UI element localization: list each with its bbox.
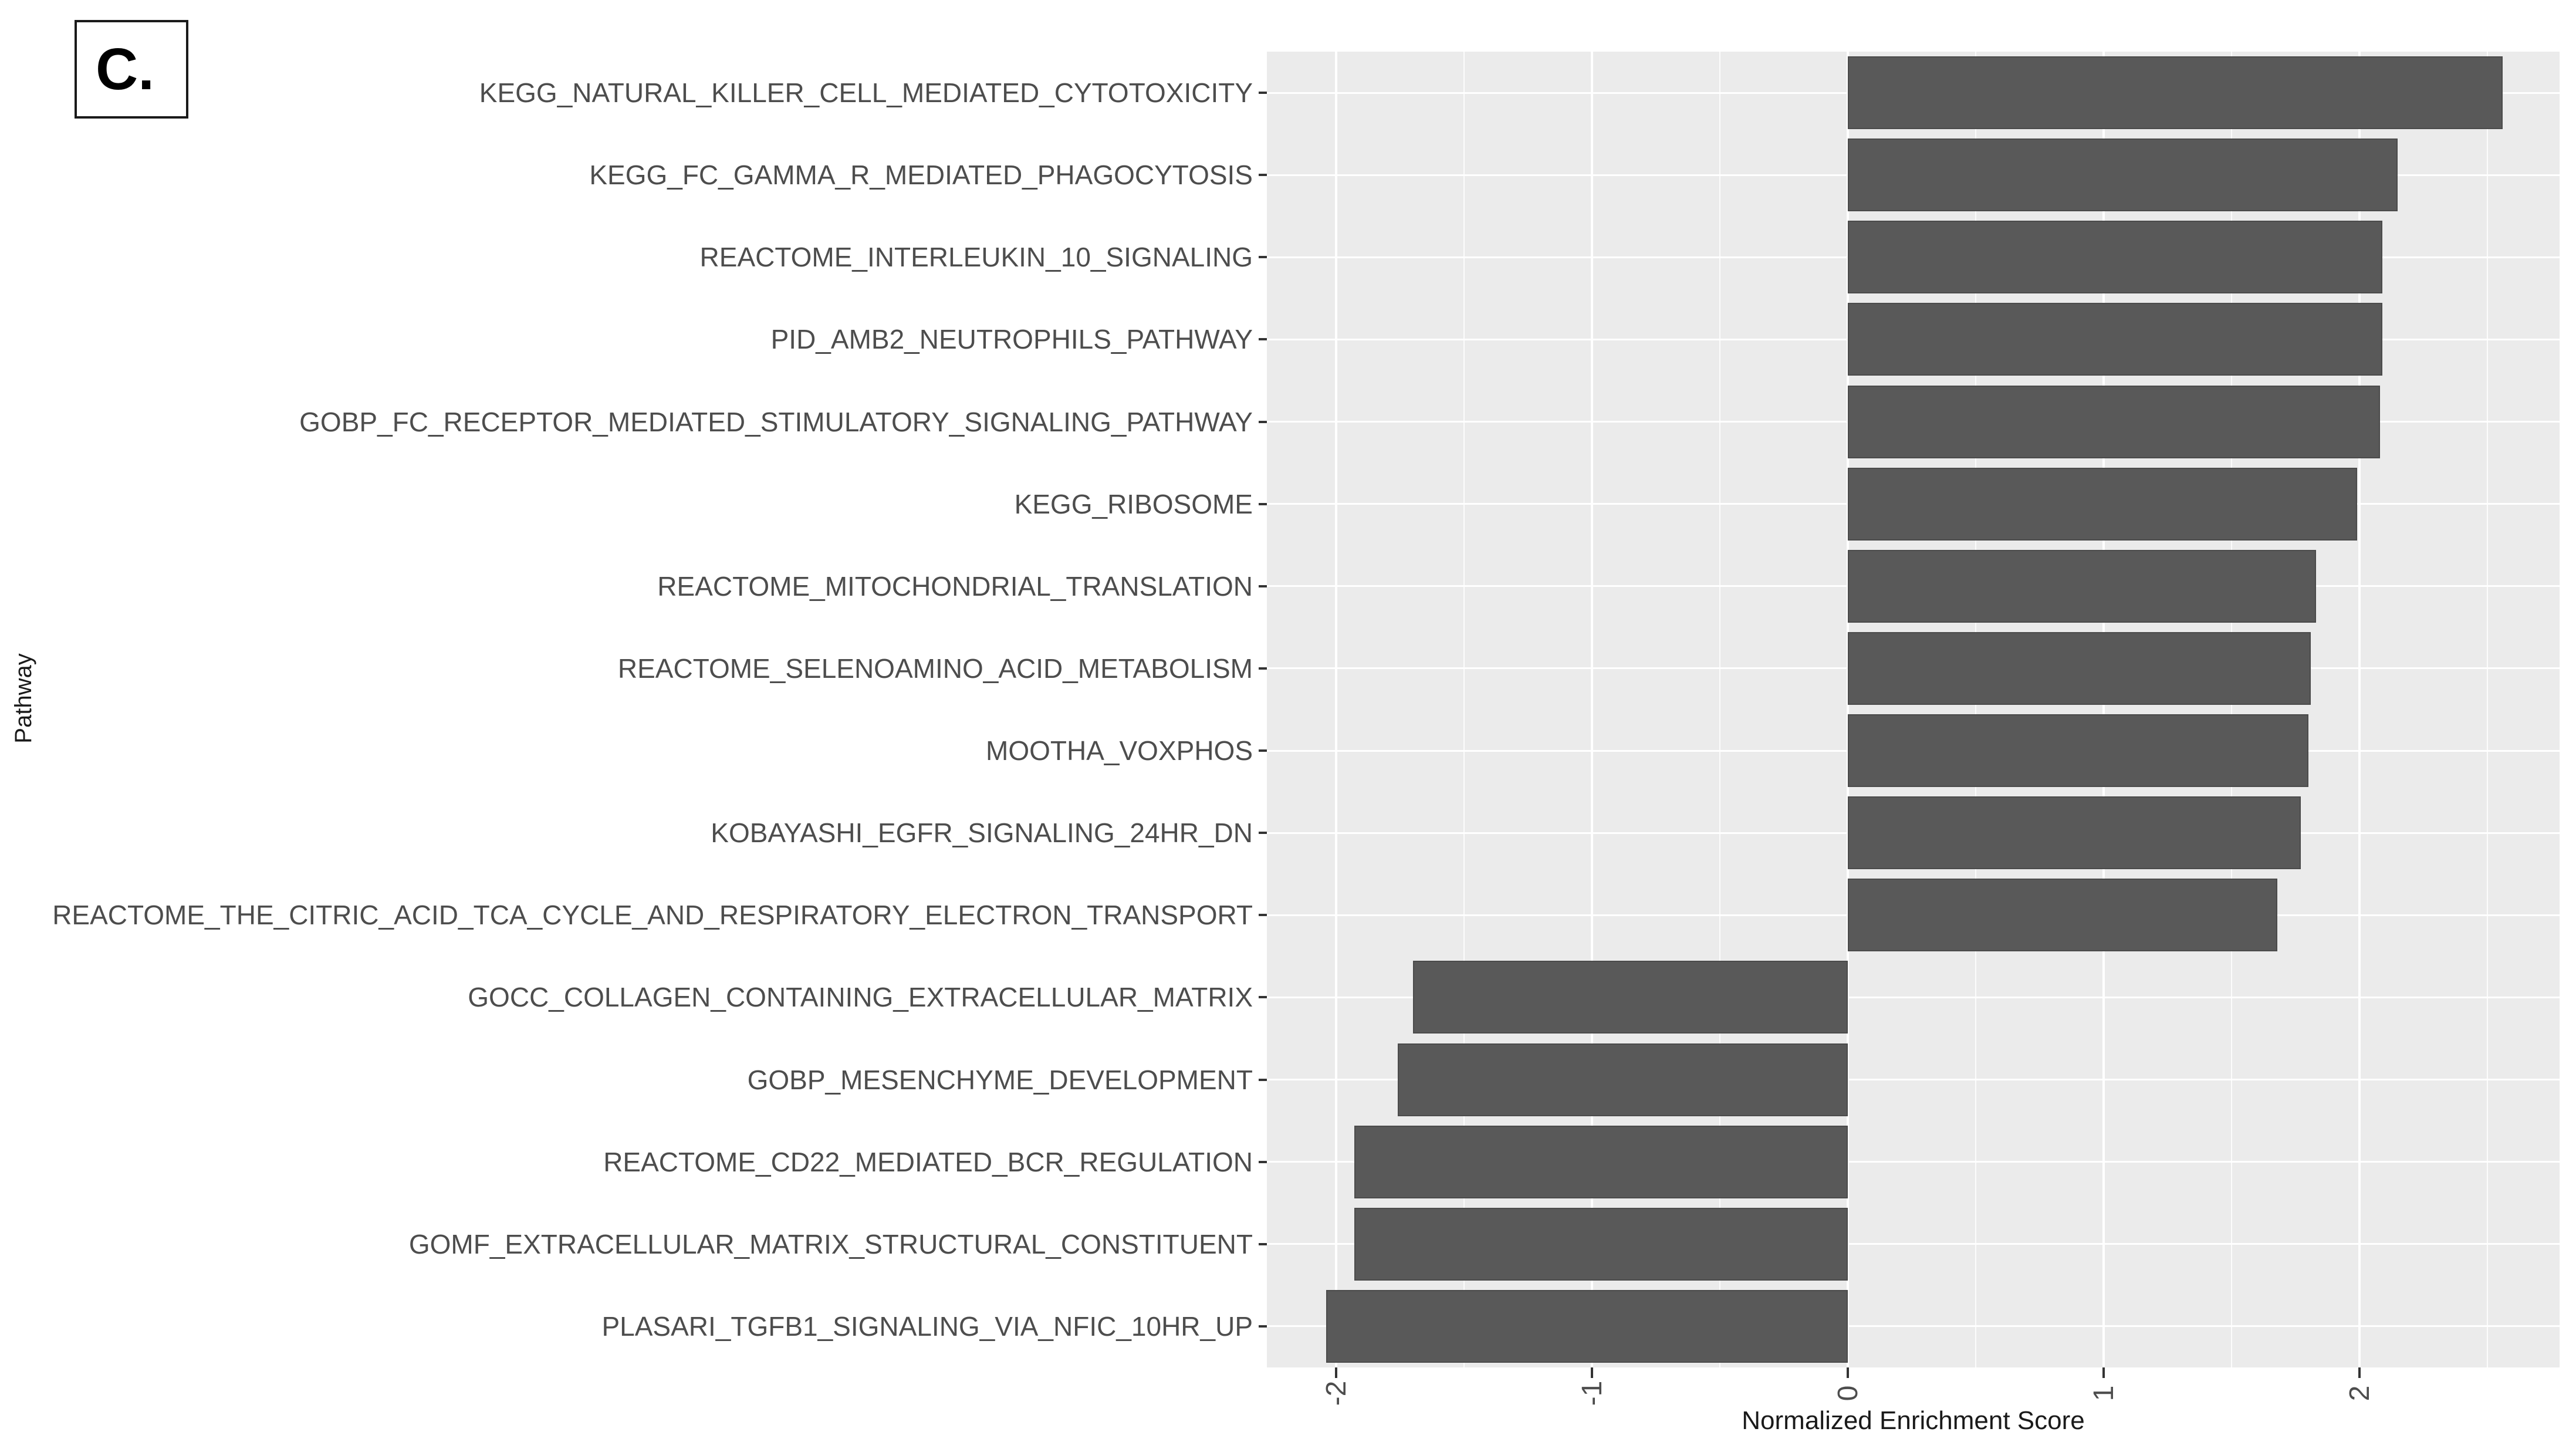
x-tick-mark bbox=[2358, 1367, 2361, 1378]
bar bbox=[1848, 549, 2316, 623]
y-tick-mark bbox=[1259, 1242, 1269, 1245]
bar bbox=[1848, 879, 2278, 952]
y-tick-mark bbox=[1259, 1160, 1269, 1163]
y-tick-mark bbox=[1259, 1078, 1269, 1081]
panel-label: C. bbox=[96, 36, 154, 102]
y-tick-mark bbox=[1259, 585, 1269, 587]
bar bbox=[1354, 1207, 1848, 1281]
category-label: GOBP_FC_RECEPTOR_MEDIATED_STIMULATORY_SI… bbox=[299, 406, 1253, 437]
y-gridline bbox=[1267, 1243, 2560, 1245]
bar bbox=[1354, 1125, 1848, 1198]
y-tick-mark bbox=[1259, 502, 1269, 505]
bar bbox=[1848, 221, 2383, 294]
category-label: REACTOME_THE_CITRIC_ACID_TCA_CYCLE_AND_R… bbox=[52, 900, 1253, 931]
category-label: REACTOME_SELENOAMINO_ACID_METABOLISM bbox=[617, 653, 1253, 684]
x-tick-mark bbox=[2102, 1367, 2105, 1378]
category-label: KEGG_RIBOSOME bbox=[1014, 488, 1253, 519]
y-gridline bbox=[1267, 1161, 2560, 1163]
category-label: REACTOME_MITOCHONDRIAL_TRANSLATION bbox=[657, 570, 1253, 602]
x-minor-gridline bbox=[1463, 52, 1465, 1367]
y-gridline bbox=[1267, 996, 2560, 998]
y-tick-mark bbox=[1259, 174, 1269, 177]
x-minor-gridline bbox=[1719, 52, 1720, 1367]
bar bbox=[1848, 56, 2503, 130]
y-tick-mark bbox=[1259, 420, 1269, 423]
category-label: MOOTHA_VOXPHOS bbox=[986, 735, 1253, 766]
bar bbox=[1848, 467, 2357, 541]
x-major-gridline bbox=[2358, 52, 2361, 1367]
x-major-gridline bbox=[1847, 52, 1849, 1367]
y-gridline bbox=[1267, 1079, 2560, 1081]
bar bbox=[1326, 1289, 1848, 1363]
x-axis-title: Normalized Enrichment Score bbox=[1742, 1406, 2085, 1432]
category-label: GOCC_COLLAGEN_CONTAINING_EXTRACELLULAR_M… bbox=[468, 982, 1253, 1013]
category-label: REACTOME_CD22_MEDIATED_BCR_REGULATION bbox=[603, 1146, 1253, 1177]
x-major-gridline bbox=[1591, 52, 1593, 1367]
x-tick-mark bbox=[1591, 1367, 1593, 1378]
bar bbox=[1397, 1043, 1848, 1116]
y-tick-mark bbox=[1259, 832, 1269, 835]
category-label: KOBAYASHI_EGFR_SIGNALING_24HR_DN bbox=[711, 818, 1253, 849]
y-gridline bbox=[1267, 1325, 2560, 1328]
x-tick-mark bbox=[1335, 1367, 1337, 1378]
bar bbox=[1848, 631, 2311, 705]
x-tick-mark bbox=[1847, 1367, 1849, 1378]
bar bbox=[1848, 796, 2301, 870]
panel-label-box: C. bbox=[75, 20, 188, 119]
category-label: GOMF_EXTRACELLULAR_MATRIX_STRUCTURAL_CON… bbox=[408, 1228, 1253, 1259]
y-tick-mark bbox=[1259, 914, 1269, 917]
category-label: GOBP_MESENCHYME_DEVELOPMENT bbox=[747, 1064, 1253, 1095]
bar bbox=[1848, 714, 2308, 788]
x-minor-gridline bbox=[2231, 52, 2232, 1367]
category-label: PID_AMB2_NEUTROPHILS_PATHWAY bbox=[770, 324, 1253, 355]
x-major-gridline bbox=[2102, 52, 2105, 1367]
x-minor-gridline bbox=[2487, 52, 2488, 1367]
category-label: KEGG_NATURAL_KILLER_CELL_MEDIATED_CYTOTO… bbox=[479, 77, 1253, 109]
x-major-gridline bbox=[1335, 52, 1337, 1367]
category-label: PLASARI_TGFB1_SIGNALING_VIA_NFIC_10HR_UP bbox=[601, 1311, 1253, 1342]
x-minor-gridline bbox=[1975, 52, 1976, 1367]
plot-area bbox=[1267, 52, 2560, 1367]
category-label: KEGG_FC_GAMMA_R_MEDIATED_PHAGOCYTOSIS bbox=[589, 160, 1253, 191]
bar bbox=[1412, 961, 1848, 1034]
y-tick-mark bbox=[1259, 749, 1269, 752]
y-tick-mark bbox=[1259, 667, 1269, 670]
y-tick-mark bbox=[1259, 92, 1269, 94]
category-label: REACTOME_INTERLEUKIN_10_SIGNALING bbox=[699, 242, 1253, 273]
y-tick-mark bbox=[1259, 1325, 1269, 1328]
bar bbox=[1848, 303, 2383, 376]
bar bbox=[1848, 139, 2398, 212]
y-tick-mark bbox=[1259, 996, 1269, 999]
y-tick-mark bbox=[1259, 338, 1269, 341]
y-tick-mark bbox=[1259, 256, 1269, 259]
bar bbox=[1848, 385, 2380, 458]
